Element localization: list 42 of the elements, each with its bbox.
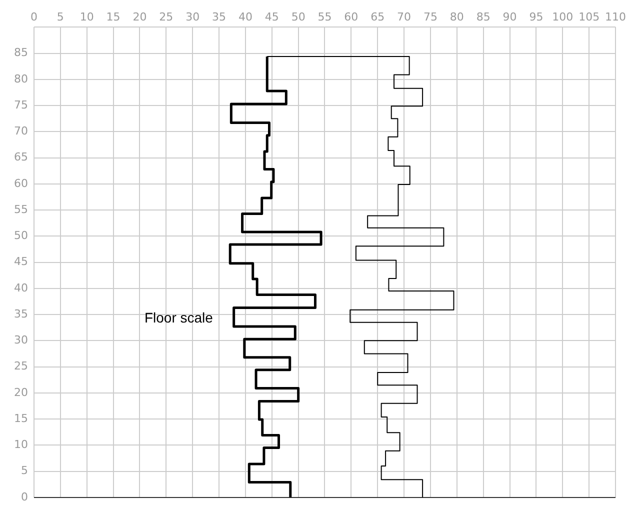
x-tick-label: 110 [605,10,626,24]
x-tick-label: 45 [264,10,279,24]
x-tick-label: 10 [80,10,94,24]
x-tick-label: 0 [30,10,38,24]
x-tick-label: 95 [529,10,544,24]
y-tick-label: 40 [14,281,28,294]
x-tick-label: 75 [423,10,438,24]
y-tick-label: 85 [14,46,28,60]
x-tick-label: 30 [186,10,200,24]
x-tick-label: 100 [552,10,574,24]
y-tick-label: 60 [14,176,28,190]
x-tick-label: 55 [318,10,332,24]
y-tick-label: 5 [20,464,28,478]
x-tick-label: 40 [238,10,252,24]
y-tick-label: 70 [14,124,28,138]
y-tick-label: 0 [20,490,28,504]
y-tick-label: 15 [14,412,28,425]
x-tick-label: 70 [397,10,412,24]
x-tick-label: 80 [450,10,464,24]
x-tick-label: 105 [578,10,600,24]
y-tick-label: 80 [14,72,28,86]
y-tick-label: 55 [14,202,28,216]
y-tick-label: 45 [14,255,28,268]
y-tick-label: 20 [14,386,28,399]
x-tick-label: 90 [502,10,517,24]
y-tick-label: 25 [14,360,28,373]
x-tick-label: 85 [476,10,490,24]
x-tick-label: 15 [106,10,120,24]
x-tick-label: 25 [159,10,174,24]
x-tick-label: 50 [291,10,306,24]
y-tick-label: 65 [14,150,28,164]
y-tick-label: 50 [14,229,28,242]
x-tick-label: 35 [212,10,226,24]
x-tick-label: 65 [370,10,385,24]
x-tick-label: 5 [56,10,64,24]
y-tick-label: 75 [14,98,28,112]
x-tick-label: 20 [132,10,147,24]
y-tick-label: 30 [14,334,28,347]
y-tick-label: 35 [14,307,28,320]
x-tick-label: 60 [344,10,358,24]
annotation: Floor scale [144,310,214,326]
y-tick-label: 10 [14,438,28,452]
